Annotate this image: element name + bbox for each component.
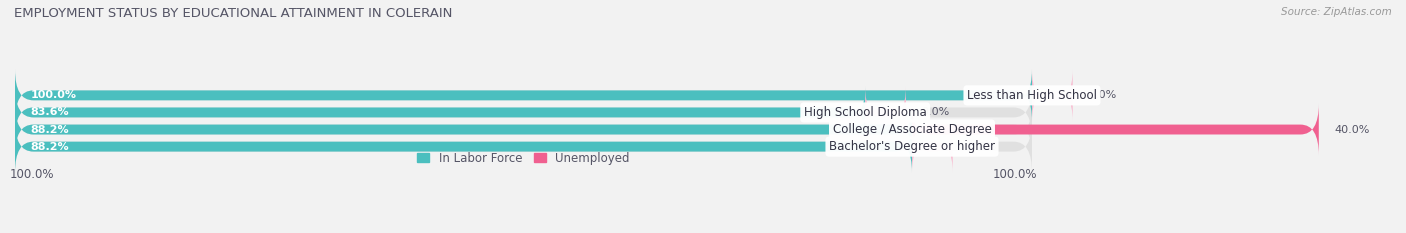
FancyBboxPatch shape (15, 70, 1032, 121)
Text: 88.2%: 88.2% (31, 124, 69, 134)
FancyBboxPatch shape (15, 121, 912, 172)
Text: EMPLOYMENT STATUS BY EDUCATIONAL ATTAINMENT IN COLERAIN: EMPLOYMENT STATUS BY EDUCATIONAL ATTAINM… (14, 7, 453, 20)
FancyBboxPatch shape (15, 121, 1032, 172)
Text: 40.0%: 40.0% (1334, 124, 1369, 134)
FancyBboxPatch shape (15, 87, 1032, 138)
FancyBboxPatch shape (15, 104, 1032, 155)
Text: 83.6%: 83.6% (31, 107, 69, 117)
FancyBboxPatch shape (865, 87, 905, 138)
FancyBboxPatch shape (912, 104, 1319, 155)
Text: Less than High School: Less than High School (967, 89, 1097, 102)
FancyBboxPatch shape (15, 70, 1032, 121)
Text: High School Diploma: High School Diploma (804, 106, 927, 119)
Text: 0.0%: 0.0% (1088, 90, 1116, 100)
Text: College / Associate Degree: College / Associate Degree (832, 123, 991, 136)
Text: 88.2%: 88.2% (31, 142, 69, 152)
FancyBboxPatch shape (15, 104, 912, 155)
Text: 0.0%: 0.0% (967, 142, 997, 152)
Legend: In Labor Force, Unemployed: In Labor Force, Unemployed (418, 152, 630, 165)
Text: 0.0%: 0.0% (921, 107, 949, 117)
Text: 100.0%: 100.0% (10, 168, 55, 181)
Text: Source: ZipAtlas.com: Source: ZipAtlas.com (1281, 7, 1392, 17)
FancyBboxPatch shape (15, 87, 865, 138)
Text: Bachelor's Degree or higher: Bachelor's Degree or higher (830, 140, 995, 153)
FancyBboxPatch shape (912, 121, 953, 172)
Text: 100.0%: 100.0% (31, 90, 76, 100)
FancyBboxPatch shape (1032, 70, 1073, 121)
Text: 100.0%: 100.0% (993, 168, 1038, 181)
